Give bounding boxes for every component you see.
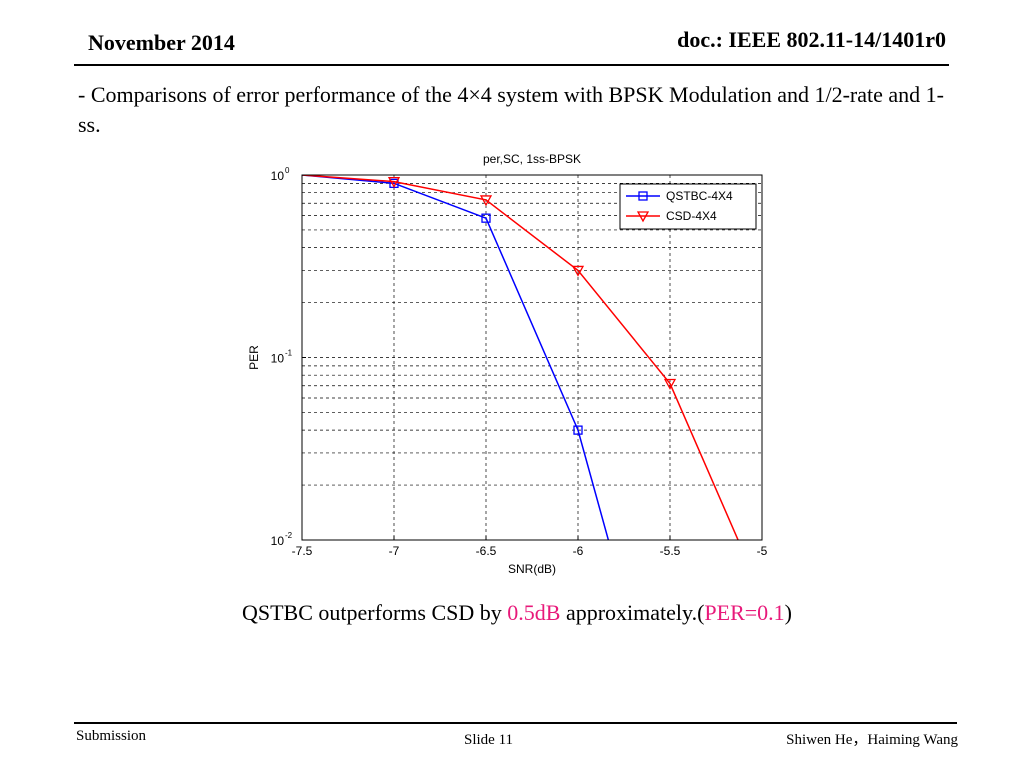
legend-marker xyxy=(636,211,650,223)
x-tick-label: -6.5 xyxy=(476,544,497,558)
y-tick-label: 10 xyxy=(271,352,285,366)
footer-rule xyxy=(74,722,957,724)
series-line xyxy=(302,175,610,540)
header-rule xyxy=(74,64,949,66)
y-tick-exponent: -1 xyxy=(285,349,293,358)
y-tick-label: 10 xyxy=(271,169,285,183)
data-point xyxy=(481,213,491,223)
data-point xyxy=(573,425,583,435)
conclusion-gain: 0.5dB xyxy=(507,600,561,625)
legend-marker xyxy=(638,191,648,201)
footer-submission: Submission xyxy=(76,728,147,744)
x-axis-ticks: -7.5 -7 -6.5 -6 -5.5 -5 xyxy=(292,536,768,558)
conclusion-text: QSTBC outperforms CSD by 0.5dB approxima… xyxy=(0,600,1024,626)
series-csd-4x4 xyxy=(302,175,739,540)
series-line xyxy=(302,175,739,540)
x-tick-label: -6 xyxy=(573,544,584,558)
data-point xyxy=(479,195,493,207)
chart-title: per,SC, 1ss-BPSK xyxy=(483,152,581,166)
legend-label: QSTBC-4X4 xyxy=(666,189,733,203)
conclusion-suffix: ) xyxy=(784,600,792,625)
x-tick-label: -7 xyxy=(389,544,400,558)
y-tick-exponent: 0 xyxy=(285,166,290,175)
bullet-text: - Comparisons of error performance of th… xyxy=(78,82,944,137)
grid xyxy=(302,175,762,540)
y-tick-label: 10 xyxy=(271,534,285,548)
conclusion-prefix: QSTBC outperforms CSD by xyxy=(242,600,508,625)
x-tick-label: -5 xyxy=(757,544,768,558)
conclusion-per: PER=0.1 xyxy=(704,600,785,625)
x-tick-label: -7.5 xyxy=(292,544,313,558)
legend: QSTBC-4X4 CSD-4X4 xyxy=(619,183,757,230)
x-tick-label: -5.5 xyxy=(660,544,681,558)
x-axis-label: SNR(dB) xyxy=(508,562,556,576)
header-date: November 2014 xyxy=(88,30,235,55)
footer-authors: Shiwen He，Haiming Wang xyxy=(786,732,958,748)
legend-label: CSD-4X4 xyxy=(666,209,717,223)
data-point xyxy=(663,378,677,390)
footer-slide-number: Slide 11 xyxy=(464,732,514,748)
series-layer xyxy=(302,175,739,540)
conclusion-middle: approximately.( xyxy=(560,600,705,625)
y-tick-exponent: -2 xyxy=(285,531,293,540)
y-axis-label: PER xyxy=(247,345,261,370)
data-point xyxy=(387,176,401,188)
data-point xyxy=(571,265,585,277)
header-doc-id: doc.: IEEE 802.11-14/1401r0 xyxy=(677,27,946,52)
